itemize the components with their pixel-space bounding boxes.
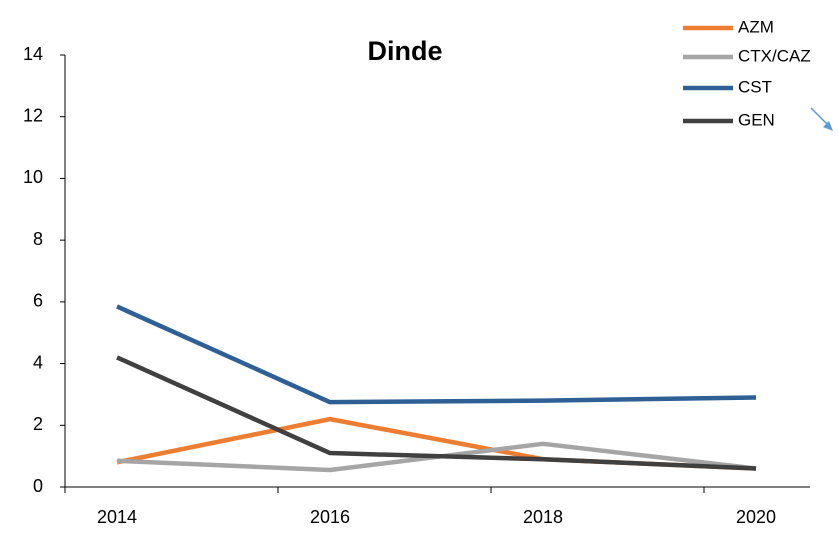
x-tick-label: 2018 <box>523 507 563 527</box>
x-tick-label: 2016 <box>310 507 350 527</box>
y-tick-label: 0 <box>33 476 43 496</box>
legend-label: CTX/CAZ <box>738 46 811 65</box>
series-line <box>116 304 757 405</box>
legend-label: CST <box>738 77 772 96</box>
chart-title: Dinde <box>367 36 442 66</box>
y-tick-label: 6 <box>33 291 43 311</box>
legend-label: GEN <box>738 110 775 129</box>
series-line <box>116 416 757 471</box>
series-line <box>116 355 757 471</box>
x-tick-label: 2014 <box>97 507 137 527</box>
legend-label: AZM <box>738 17 774 36</box>
x-tick-label: 2020 <box>736 507 776 527</box>
y-tick-label: 8 <box>33 229 43 249</box>
arrow-head <box>823 121 833 131</box>
y-tick-label: 12 <box>23 105 43 125</box>
y-tick-label: 10 <box>23 167 43 187</box>
y-tick-label: 2 <box>33 414 43 434</box>
y-tick-label: 4 <box>33 352 43 372</box>
y-tick-label: 14 <box>23 44 43 64</box>
